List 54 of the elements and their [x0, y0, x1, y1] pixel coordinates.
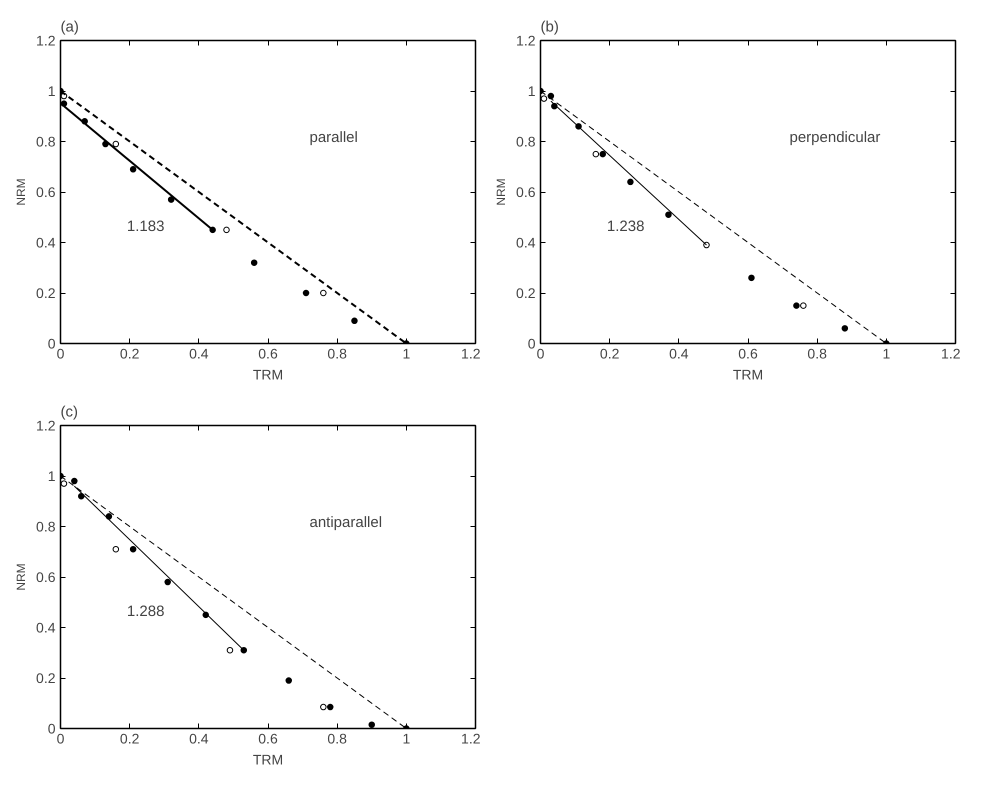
annotation: antiparallel [310, 514, 382, 531]
x-tick-label: 0.4 [189, 346, 209, 362]
annotation: parallel [310, 128, 358, 146]
x-tick-label: 0.6 [738, 346, 758, 362]
annotation: perpendicular [790, 128, 880, 146]
x-tick-label: 0.4 [669, 346, 689, 362]
x-tick-label: 1 [402, 346, 410, 362]
chart-title: (c) [60, 404, 78, 420]
x-tick-label: 1.2 [941, 346, 961, 362]
y-axis-title: NRM [14, 178, 28, 206]
y-axis-title: NRM [14, 563, 28, 591]
annotation: 1.238 [606, 218, 644, 235]
y-tick-label: 0 [528, 336, 536, 352]
x-tick-label: 0.6 [258, 346, 278, 362]
y-tick-label: 1.2 [36, 32, 56, 48]
y-tick-label: 0.8 [516, 134, 536, 150]
y-tick-label: 0.8 [36, 518, 56, 534]
x-tick-label: 0.8 [327, 730, 348, 746]
x-axis-title: TRM [252, 752, 284, 768]
y-tick-label: 1 [528, 83, 536, 99]
x-tick-label: 0.2 [120, 346, 140, 362]
y-tick-label: 0.4 [516, 234, 536, 250]
chart-title: (b) [540, 18, 559, 36]
x-tick-label: 1 [402, 730, 410, 746]
y-tick-label: 0.6 [36, 569, 56, 585]
x-axis-title: TRM [732, 366, 764, 382]
annotation: 1.288 [126, 602, 164, 620]
y-tick-label: 1 [48, 83, 56, 99]
x-tick-label: 1 [882, 346, 890, 362]
y-tick-label: 0.2 [36, 670, 56, 686]
y-tick-label: 0.4 [36, 234, 56, 250]
y-tick-label: 0.2 [36, 285, 56, 301]
x-axis-title: TRM [252, 366, 284, 382]
y-tick-label: 0 [48, 336, 56, 352]
y-tick-label: 1.2 [36, 418, 56, 434]
x-tick-label: 0.4 [189, 730, 209, 746]
x-tick-label: 0.2 [120, 730, 140, 746]
y-tick-label: 0.8 [36, 134, 56, 150]
x-tick-label: 0.6 [258, 730, 278, 746]
y-tick-label: 1 [48, 468, 56, 484]
y-tick-label: 0 [48, 720, 56, 736]
x-tick-label: 0.2 [600, 346, 620, 362]
annotation: 1.183 [126, 218, 164, 235]
chart-title: (a) [60, 18, 79, 36]
x-tick-label: 0.8 [807, 346, 828, 362]
y-tick-label: 0.2 [516, 285, 536, 301]
y-tick-label: 0.6 [36, 184, 56, 200]
y-tick-label: 0.6 [516, 184, 536, 200]
y-axis-title: NRM [494, 178, 508, 206]
x-tick-label: 0.8 [327, 346, 348, 362]
x-tick-label: 1.2 [461, 346, 481, 362]
x-tick-label: 1.2 [461, 730, 481, 746]
y-tick-label: 0.4 [36, 620, 56, 636]
y-tick-label: 1.2 [516, 32, 536, 48]
